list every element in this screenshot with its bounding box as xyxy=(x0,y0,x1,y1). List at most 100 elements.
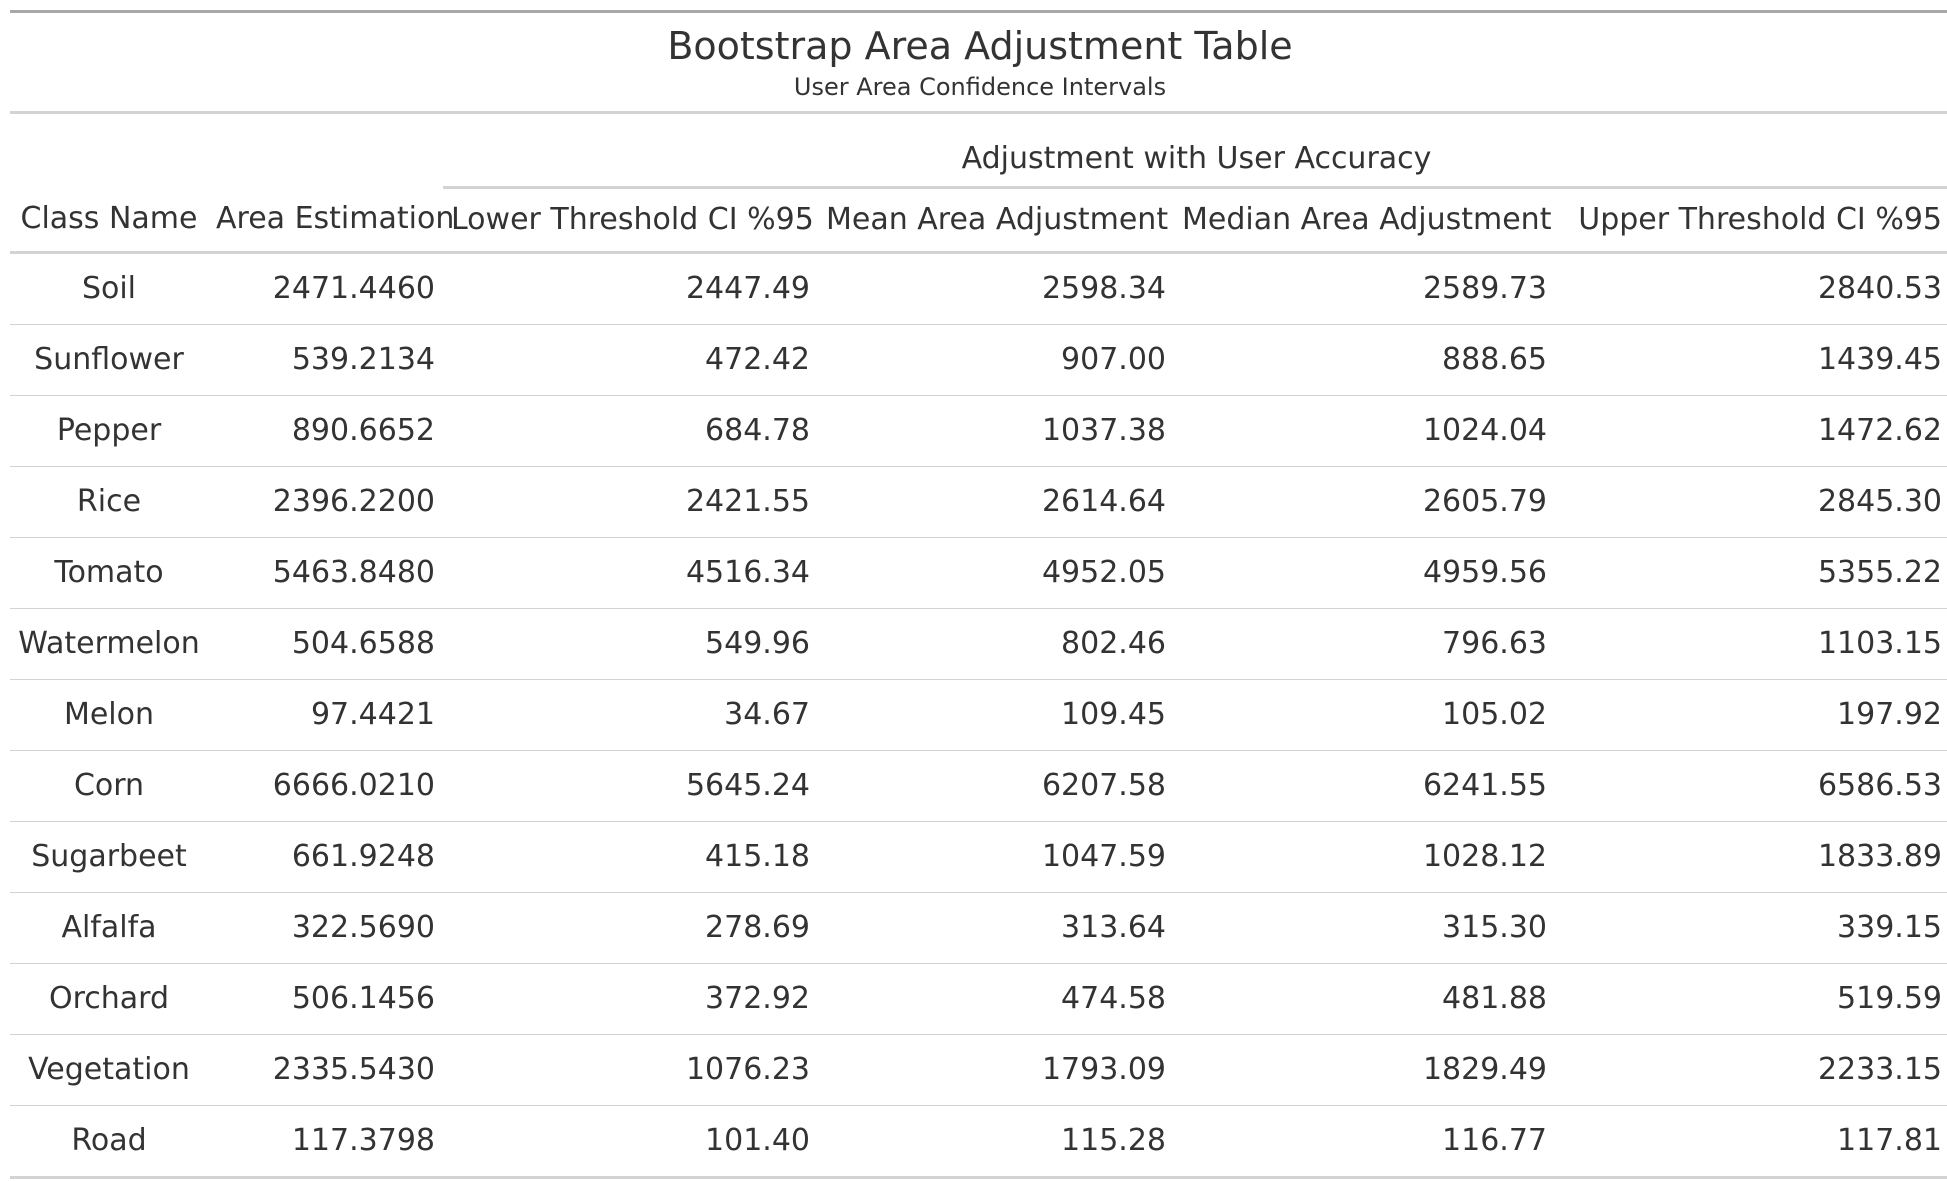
upper-threshold-cell: 1833.89 xyxy=(1555,820,1947,893)
mean-area-cell: 1793.09 xyxy=(818,1033,1174,1106)
median-area-cell: 1829.49 xyxy=(1174,1033,1555,1106)
table-row: Watermelon 504.6588 549.96 802.46 796.63 1103… xyxy=(10,607,1947,680)
median-area-cell: 1024.04 xyxy=(1174,394,1555,467)
area-estimation-cell: 6666.0210 xyxy=(208,749,443,822)
lower-threshold-cell: 2421.55 xyxy=(443,465,818,538)
area-estimation-cell: 2396.2200 xyxy=(208,465,443,538)
median-area-cell: 6241.55 xyxy=(1174,749,1555,822)
class-name-cell: Tomato xyxy=(10,536,208,609)
table-row: Sunflower 539.2134 472.42 907.00 888.65 1439.… xyxy=(10,323,1947,396)
table-row: Melon 97.4421 34.67 109.45 105.02 197.92 xyxy=(10,678,1947,751)
upper-threshold-cell: 1439.45 xyxy=(1555,323,1947,396)
class-name-cell: Rice xyxy=(10,465,208,538)
mean-area-cell: 4952.05 xyxy=(818,536,1174,609)
area-estimation-cell: 661.9248 xyxy=(208,820,443,893)
column-header-area-estimation: Area Estimation xyxy=(208,187,454,254)
area-estimation-cell: 504.6588 xyxy=(208,607,443,680)
median-area-cell: 481.88 xyxy=(1174,962,1555,1035)
upper-threshold-cell: 5355.22 xyxy=(1555,536,1947,609)
table-row: Vegetation 2335.5430 1076.23 1793.09 1829.49… xyxy=(10,1033,1947,1106)
area-estimation-cell: 5463.8480 xyxy=(208,536,443,609)
area-estimation-cell: 890.6652 xyxy=(208,394,443,467)
table-row: Orchard 506.1456 372.92 474.58 481.88 519.59 xyxy=(10,962,1947,1035)
median-area-cell: 1028.12 xyxy=(1174,820,1555,893)
mean-area-cell: 1037.38 xyxy=(818,394,1174,467)
lower-threshold-cell: 5645.24 xyxy=(443,749,818,822)
mean-area-cell: 313.64 xyxy=(818,891,1174,964)
class-name-cell: Corn xyxy=(10,749,208,822)
area-estimation-cell: 97.4421 xyxy=(208,678,443,751)
median-area-cell: 116.77 xyxy=(1174,1104,1555,1179)
table-container: Bootstrap Area Adjustment Table User Are… xyxy=(10,10,1947,1179)
lower-threshold-cell: 278.69 xyxy=(443,891,818,964)
class-name-cell: Alfalfa xyxy=(10,891,208,964)
upper-threshold-cell: 1103.15 xyxy=(1555,607,1947,680)
area-estimation-cell: 2335.5430 xyxy=(208,1033,443,1106)
class-name-cell: Vegetation xyxy=(10,1033,208,1106)
area-estimation-cell: 117.3798 xyxy=(208,1104,443,1179)
class-name-cell: Soil xyxy=(81,271,137,307)
median-area-cell: 105.02 xyxy=(1174,678,1555,751)
upper-threshold-cell: 1472.62 xyxy=(1555,394,1947,467)
class-name-cell: Melon xyxy=(10,678,208,751)
spanner-label: Adjustment with User Accuracy xyxy=(443,112,1947,189)
class-name-cell: Road xyxy=(10,1104,208,1179)
table-row: Soil 2471.4460 2447.49 2598.34 2589.73 2840.5… xyxy=(10,252,1947,324)
table-title: Bootstrap Area Adjustment Table xyxy=(667,24,1293,68)
column-header-row: Class Name Area Estimation Lower Thresho… xyxy=(10,187,1947,254)
lower-threshold-cell: 2447.49 xyxy=(685,271,810,307)
lower-threshold-cell: 4516.34 xyxy=(443,536,818,609)
median-area-cell: 2605.79 xyxy=(1174,465,1555,538)
class-name-cell: Orchard xyxy=(10,962,208,1035)
bootstrap-area-table: Bootstrap Area Adjustment Table User Are… xyxy=(10,10,1947,1179)
table-body: Soil 2471.4460 2447.49 2598.34 2589.73 2840.5… xyxy=(10,252,1947,1179)
median-area-cell: 315.30 xyxy=(1174,891,1555,964)
median-area-cell: 2589.73 xyxy=(1422,271,1547,307)
lower-threshold-cell: 101.40 xyxy=(443,1104,818,1179)
table-subtitle: User Area Confidence Intervals xyxy=(10,68,1947,114)
lower-threshold-cell: 372.92 xyxy=(443,962,818,1035)
mean-area-cell: 802.46 xyxy=(818,607,1174,680)
area-estimation-cell: 539.2134 xyxy=(208,323,443,396)
class-name-cell: Pepper xyxy=(10,394,208,467)
table-row: Road 117.3798 101.40 115.28 116.77 117.81 xyxy=(10,1104,1947,1179)
column-header-median-area: Median Area Adjustment xyxy=(1174,187,1555,254)
median-area-cell: 888.65 xyxy=(1174,323,1555,396)
table-row: Rice 2396.2200 2421.55 2614.64 2605.79 2845.3… xyxy=(10,465,1947,538)
upper-threshold-cell: 2840.53 xyxy=(1817,271,1942,307)
table-row: Tomato 5463.8480 4516.34 4952.05 4959.56 5355… xyxy=(10,536,1947,609)
upper-threshold-cell: 519.59 xyxy=(1555,962,1947,1035)
column-header-mean-area: Mean Area Adjustment xyxy=(818,187,1174,254)
mean-area-cell: 2614.64 xyxy=(818,465,1174,538)
column-header-upper-threshold: Upper Threshold CI %95 xyxy=(1555,187,1947,254)
lower-threshold-cell: 1076.23 xyxy=(443,1033,818,1106)
class-name-cell: Sugarbeet xyxy=(10,820,208,893)
mean-area-cell: 474.58 xyxy=(818,962,1174,1035)
class-name-cell: Sunflower xyxy=(10,323,208,396)
upper-threshold-cell: 339.15 xyxy=(1555,891,1947,964)
table-row: Corn 6666.0210 5645.24 6207.58 6241.55 6586.5… xyxy=(10,749,1947,822)
table-row: Sugarbeet 661.9248 415.18 1047.59 1028.12 183… xyxy=(10,820,1947,893)
table-row: Pepper 890.6652 684.78 1037.38 1024.04 1472.6… xyxy=(10,394,1947,467)
column-header-lower-threshold: Lower Threshold CI %95 xyxy=(443,187,818,254)
upper-threshold-cell: 6586.53 xyxy=(1555,749,1947,822)
lower-threshold-cell: 684.78 xyxy=(443,394,818,467)
lower-threshold-cell: 549.96 xyxy=(443,607,818,680)
upper-threshold-cell: 2233.15 xyxy=(1555,1033,1947,1106)
upper-threshold-cell: 117.81 xyxy=(1555,1104,1947,1179)
table-row: Alfalfa 322.5690 278.69 313.64 315.30 339.15 xyxy=(10,891,1947,964)
area-estimation-cell: 2471.4460 xyxy=(272,271,435,307)
lower-threshold-cell: 415.18 xyxy=(443,820,818,893)
lower-threshold-cell: 472.42 xyxy=(443,323,818,396)
mean-area-cell: 109.45 xyxy=(818,678,1174,751)
mean-area-cell: 115.28 xyxy=(818,1104,1174,1179)
class-name-cell: Watermelon xyxy=(10,607,208,680)
mean-area-cell: 2598.34 xyxy=(1041,271,1166,307)
lower-threshold-cell: 34.67 xyxy=(443,678,818,751)
upper-threshold-cell: 2845.30 xyxy=(1555,465,1947,538)
mean-area-cell: 6207.58 xyxy=(818,749,1174,822)
median-area-cell: 4959.56 xyxy=(1174,536,1555,609)
area-estimation-cell: 322.5690 xyxy=(208,891,443,964)
median-area-cell: 796.63 xyxy=(1174,607,1555,680)
mean-area-cell: 907.00 xyxy=(818,323,1174,396)
